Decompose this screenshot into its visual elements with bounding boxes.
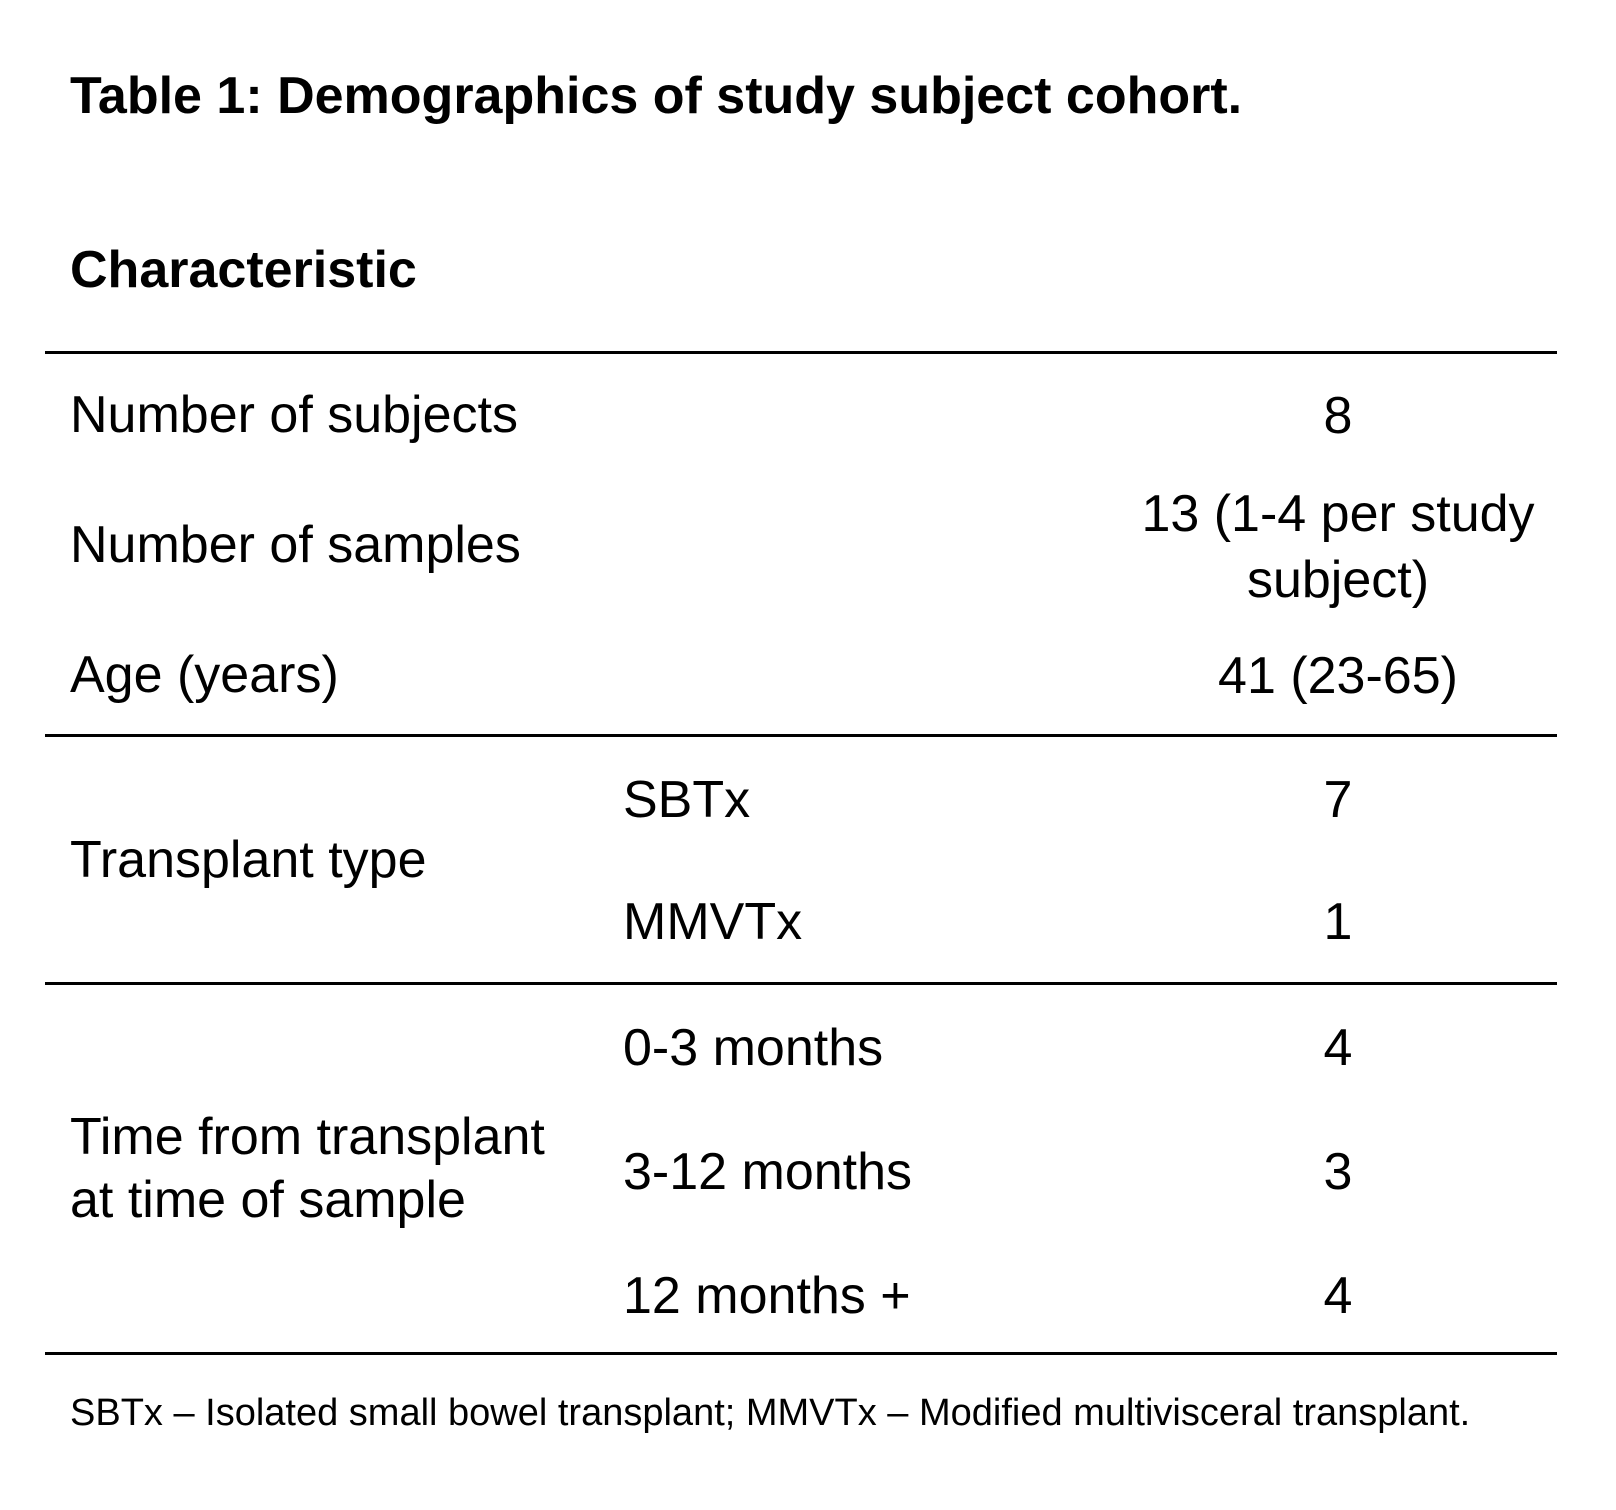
column-header-characteristic: Characteristic [70, 241, 417, 299]
value-12-months-plus: 4 [1323, 1267, 1353, 1325]
group-label-time-from-transplant-line2: at time of sample [70, 1171, 466, 1229]
row-label-number-of-samples: Number of samples [70, 516, 521, 574]
sub-label-3-12-months: 3-12 months [623, 1143, 913, 1201]
table-rule-group1 [45, 734, 1557, 737]
table-rule-group2 [45, 982, 1557, 985]
group-label-time-from-transplant-line1: Time from transplant [70, 1108, 545, 1166]
row-value-number-of-samples-line1: 13 (1-4 per study [1141, 485, 1535, 543]
table-footnote: SBTx – Isolated small bowel transplant; … [70, 1392, 1471, 1434]
value-0-3-months: 4 [1323, 1019, 1353, 1077]
sub-label-12-months-plus: 12 months + [623, 1267, 911, 1325]
sub-label-mmvtx: MMVTx [623, 893, 803, 951]
row-value-number-of-subjects: 8 [1323, 387, 1353, 445]
sub-label-0-3-months: 0-3 months [623, 1019, 884, 1077]
value-sbtx: 7 [1323, 771, 1353, 829]
row-value-age: 41 (23-65) [1218, 647, 1458, 705]
table-rule-bottom [45, 1352, 1557, 1355]
row-value-number-of-samples-line2: subject) [1246, 551, 1430, 609]
value-3-12-months: 3 [1323, 1143, 1353, 1201]
group-label-transplant-type: Transplant type [70, 831, 427, 889]
table-rule-top [45, 351, 1557, 354]
row-label-age: Age (years) [70, 646, 339, 704]
row-label-number-of-subjects: Number of subjects [70, 386, 518, 444]
value-mmvtx: 1 [1323, 893, 1353, 951]
sub-label-sbtx: SBTx [623, 771, 751, 829]
table-title: Table 1: Demographics of study subject c… [70, 67, 1243, 125]
